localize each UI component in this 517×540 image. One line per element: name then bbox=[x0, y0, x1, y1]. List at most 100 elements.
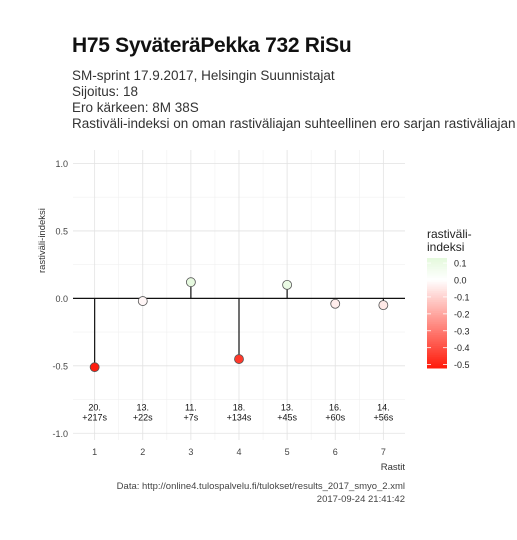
legend-gradient-step bbox=[427, 360, 447, 363]
y-axis-title: rastiväli-indeksi bbox=[37, 208, 48, 273]
legend-gradient-step bbox=[427, 276, 447, 279]
legend-title-line: rastiväli- bbox=[427, 227, 472, 241]
legend-gradient-step bbox=[427, 347, 447, 351]
legend-gradient-step bbox=[427, 263, 447, 266]
legend-gradient-step bbox=[427, 322, 447, 325]
legend-title-line: indeksi bbox=[427, 240, 464, 254]
subtitle-line-1: SM-sprint 17.9.2017, Helsingin Suunnista… bbox=[72, 68, 335, 83]
legend-gradient-step bbox=[427, 283, 447, 286]
y-tick-label: 1.0 bbox=[55, 159, 68, 169]
legend-gradient-step bbox=[427, 294, 447, 297]
legend-gradient-step bbox=[427, 338, 447, 341]
legend-gradient-step bbox=[427, 296, 447, 299]
legend-gradient-step bbox=[427, 280, 447, 283]
x-tick-label: 6 bbox=[333, 447, 338, 457]
legend-gradient-step bbox=[427, 272, 447, 275]
data-point bbox=[137, 296, 148, 306]
legend-gradient-step bbox=[427, 278, 447, 281]
chart-title: H75 SyväteräPekka 732 RiSu bbox=[72, 34, 352, 57]
legend-gradient-step bbox=[427, 325, 447, 329]
legend-gradient-step bbox=[427, 357, 447, 360]
legend-gradient-step bbox=[427, 333, 447, 336]
subtitle-line-3: Ero kärkeen: 8M 38S bbox=[72, 100, 199, 115]
data-point bbox=[378, 300, 389, 311]
legend-gradient-step bbox=[427, 311, 447, 314]
x-tick-label: 1 bbox=[92, 447, 97, 457]
point-label-diff: +7s bbox=[184, 412, 199, 422]
point-label-rank: 13. bbox=[137, 402, 150, 412]
legend-gradient-step bbox=[427, 318, 447, 321]
legend-gradient-step bbox=[427, 258, 447, 261]
legend-tick-label: 0.1 bbox=[454, 259, 467, 269]
point-label-diff: +45s bbox=[277, 412, 297, 422]
point-label-rank: 18. bbox=[233, 402, 246, 412]
legend-gradient-step bbox=[427, 289, 447, 292]
legend-gradient-step bbox=[427, 265, 447, 268]
legend-gradient-step bbox=[427, 303, 447, 307]
subtitle-line-2: Sijoitus: 18 bbox=[72, 84, 139, 99]
point-label-diff: +22s bbox=[133, 412, 153, 422]
legend-gradient-step bbox=[427, 362, 447, 365]
legend-gradient-step bbox=[427, 349, 447, 352]
legend-gradient-step bbox=[427, 270, 447, 274]
legend-gradient-step bbox=[427, 261, 447, 264]
point-label-diff: +56s bbox=[373, 412, 393, 422]
legend-gradient-step bbox=[427, 358, 447, 362]
legend-gradient-step bbox=[427, 327, 447, 330]
legend-gradient-step bbox=[427, 313, 447, 316]
timestamp-caption: 2017-09-24 21:41:42 bbox=[316, 494, 405, 505]
legend-tick-label: 0.0 bbox=[454, 276, 467, 286]
y-tick-label: 0.0 bbox=[55, 294, 68, 304]
point-label-diff: +134s bbox=[227, 412, 252, 422]
y-tick-label: 0.5 bbox=[55, 226, 68, 236]
legend-gradient-step bbox=[427, 269, 447, 272]
legend-gradient-step bbox=[427, 344, 447, 347]
legend-gradient-step bbox=[427, 340, 447, 343]
data-point bbox=[89, 362, 100, 373]
y-tick-label: -1.0 bbox=[52, 429, 68, 439]
point-label-rank: 14. bbox=[377, 402, 390, 412]
x-tick-label: 2 bbox=[140, 447, 145, 457]
legend-gradient-step bbox=[427, 287, 447, 290]
legend-gradient-step bbox=[427, 291, 447, 294]
legend-gradient-step bbox=[427, 285, 447, 288]
legend-gradient-step bbox=[427, 336, 447, 340]
legend-gradient-step bbox=[427, 351, 447, 354]
legend-tick-label: -0.5 bbox=[454, 360, 470, 370]
x-tick-label: 4 bbox=[236, 447, 241, 457]
legend-gradient-step bbox=[427, 342, 447, 345]
x-tick-label: 3 bbox=[188, 447, 193, 457]
point-label-diff: +60s bbox=[325, 412, 345, 422]
point-label-rank: 20. bbox=[88, 402, 101, 412]
legend-gradient-step bbox=[427, 298, 447, 301]
x-axis-title: Rastit bbox=[381, 462, 406, 473]
legend-gradient-step bbox=[427, 292, 447, 296]
y-tick-label: -0.5 bbox=[52, 361, 68, 371]
legend-gradient-step bbox=[427, 353, 447, 356]
legend-gradient-step bbox=[427, 267, 447, 270]
legend-gradient-step bbox=[427, 331, 447, 334]
legend-gradient-step bbox=[427, 314, 447, 318]
legend-gradient-step bbox=[427, 309, 447, 312]
legend-gradient-step bbox=[427, 355, 447, 358]
legend-gradient-step bbox=[427, 366, 447, 369]
legend-tick-label: -0.3 bbox=[454, 326, 470, 336]
legend-gradient-step bbox=[427, 316, 447, 319]
legend-gradient-step bbox=[427, 320, 447, 323]
data-point bbox=[234, 354, 244, 364]
legend-gradient-step bbox=[427, 324, 447, 327]
legend-gradient-step bbox=[427, 335, 447, 338]
point-label-rank: 13. bbox=[281, 402, 294, 412]
data-point bbox=[282, 279, 293, 290]
legend-tick-label: -0.4 bbox=[454, 343, 470, 353]
subtitle-line-4: Rastiväli-indeksi on oman rastiväliajan … bbox=[72, 116, 517, 131]
data-point bbox=[330, 298, 341, 309]
point-label-rank: 11. bbox=[185, 402, 197, 412]
legend-gradient-step bbox=[427, 300, 447, 303]
legend-gradient-step bbox=[427, 274, 447, 277]
x-tick-label: 7 bbox=[381, 447, 386, 457]
legend-tick-label: -0.2 bbox=[454, 309, 470, 319]
legend-tick-label: -0.1 bbox=[454, 292, 470, 302]
data-point bbox=[185, 277, 196, 288]
